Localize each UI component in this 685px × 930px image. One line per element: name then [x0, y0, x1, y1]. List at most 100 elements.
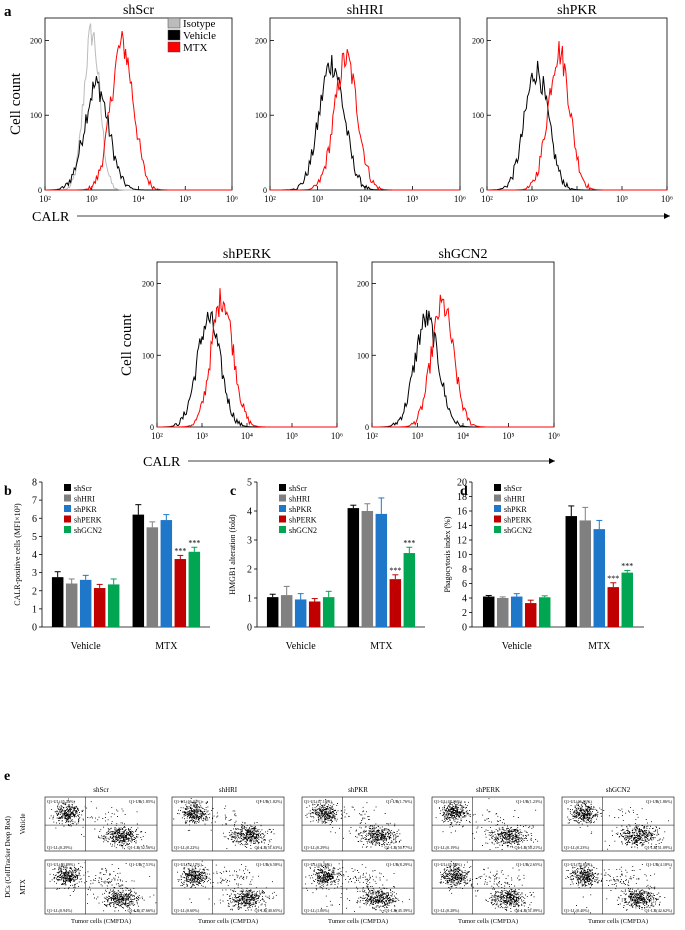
y-axis-label-cell-count: Cell count — [8, 72, 24, 135]
legend-label-mtx: MTX — [183, 42, 208, 54]
bar-chart-y-label: HMGB1 alteration (fold) — [228, 514, 237, 595]
bar-chart-y-tick-label: 5 — [32, 532, 37, 543]
bar-chart-y-label: Phagocytosis index (%) — [443, 516, 452, 592]
quadrant-lr-label: Q1-LR(45.39%) — [384, 908, 412, 913]
bar-chart-y-tick-label: 8 — [32, 478, 37, 489]
histogram-x-tick-label: 10³ — [86, 194, 98, 204]
histogram-x-tick-label: 10⁶ — [226, 194, 238, 204]
bar-shscr-vehicle — [482, 596, 495, 627]
histogram-title: shGCN2 — [438, 247, 487, 262]
bar-legend-swatch-shpkr — [494, 505, 501, 512]
bar-shscr-mtx — [347, 508, 360, 627]
quadrant-ul-label: Q1-UL(43.26%) — [304, 862, 332, 867]
bar-chart-y-tick-label: 6 — [32, 514, 37, 525]
histogram-y-tick-label: 0 — [480, 186, 484, 195]
calr-arrow-head — [664, 213, 670, 219]
legend-swatch-vehicle — [167, 29, 181, 41]
histogram-x-tick-label: 10² — [264, 194, 276, 204]
dot-plot-events — [435, 798, 539, 851]
histogram-x-tick-label: 10² — [481, 194, 493, 204]
quadrant-ul-label: Q1-UL(52.17%) — [174, 862, 202, 867]
bar-legend-label-shgcn2: shGCN2 — [504, 526, 532, 535]
quadrant-lr-label: Q1-LR(47.66%) — [127, 908, 155, 913]
bar-chart-y-tick-label: 18 — [457, 492, 467, 503]
histogram-frame — [156, 261, 338, 428]
dot-plot-frame — [301, 796, 415, 852]
histogram-title: shPERK — [223, 247, 271, 262]
bar-legend-label-shhri: shHRI — [504, 495, 525, 504]
bar-shgcn2-vehicle — [322, 597, 335, 627]
quadrant-ll-label: Q1-LL(0.22%) — [174, 845, 200, 850]
histogram-x-tick-label: 10⁴ — [457, 431, 469, 441]
panel-label-e: e — [4, 769, 10, 784]
dot-plot-x-label: Tumor cells (CMFDA) — [328, 918, 388, 925]
bar-chart-y-tick-label: 8 — [462, 565, 467, 576]
bar-shgcn2-mtx — [188, 551, 201, 627]
histogram-title: shPKR — [557, 3, 597, 18]
dot-plot-column-title: shHRI — [219, 786, 238, 794]
x-axis-label-calr: CALR — [32, 210, 70, 225]
bar-legend-swatch-shperk — [279, 515, 286, 523]
quadrant-ul-label: Q1-UL(46.34%) — [174, 799, 202, 804]
vehicle-histogram-line — [45, 76, 232, 191]
quadrant-ur-label: Q1-UR(6.58%) — [256, 862, 283, 867]
bar-chart-y-tick-label: 1 — [247, 594, 252, 605]
dot-plot-events — [49, 862, 157, 914]
histogram-frame — [371, 261, 555, 428]
histogram-y-tick-label: 0 — [150, 423, 154, 432]
bar-shgcn2-vehicle — [107, 584, 120, 627]
histogram-x-tick-label: 10⁶ — [331, 431, 343, 441]
bar-legend-label-shscr: shScr — [504, 484, 522, 493]
quadrant-ll-label: Q1-LL(0.19%) — [434, 845, 460, 850]
dot-plot-events — [305, 799, 404, 850]
bar-legend-swatch-shpkr — [279, 505, 286, 512]
dot-plot-column-title: shGCN2 — [606, 786, 631, 794]
dot-plot-events — [439, 861, 535, 913]
histogram-x-tick-label: 10⁵ — [616, 194, 628, 204]
quadrant-ul-label: Q1-UL(48.36%) — [434, 799, 462, 804]
histogram-y-tick-label: 100 — [142, 351, 154, 360]
quadrant-ur-label: Q1-UR(7.51%) — [129, 862, 156, 867]
dot-plot-events — [305, 861, 410, 913]
dot-plot-shscr-vehicle — [44, 796, 158, 852]
bar-chart-y-tick-label: 6 — [462, 579, 467, 590]
quadrant-ur-label: Q1-UR(1.23%) — [516, 799, 543, 804]
histogram-x-tick-label: 10² — [39, 194, 51, 204]
bar-chart-y-tick-label: 3 — [32, 568, 37, 579]
dot-plot-shgcn2-vehicle — [561, 796, 675, 852]
bar-chart-y-tick-label: 14 — [457, 521, 467, 532]
bar-chart-y-tick-label: 1 — [32, 604, 37, 615]
bar-legend-label-shgcn2: shGCN2 — [289, 526, 317, 535]
histogram-x-tick-label: 10³ — [312, 194, 324, 204]
bar-chart-y-tick-label: 5 — [247, 478, 252, 489]
quadrant-ll-label: Q1-LL(0.29%) — [47, 845, 73, 850]
quadrant-ll-label: Q1-LL(0.28%) — [434, 908, 460, 913]
dot-plot-column-title: shPKR — [348, 786, 368, 794]
bar-shperk-vehicle — [524, 603, 537, 627]
histogram-x-tick-label: 10⁴ — [359, 194, 371, 204]
significance-marker: *** — [188, 538, 200, 547]
bar-legend-label-shperk: shPERK — [74, 516, 102, 525]
histogram-x-tick-label: 10³ — [412, 431, 424, 441]
bar-shgcn2-mtx — [621, 572, 634, 627]
bar-shgcn2-vehicle — [538, 597, 551, 627]
bar-shpkr-vehicle — [294, 599, 307, 627]
dot-plot-x-label: Tumor cells (CMFDA) — [71, 918, 131, 925]
histogram-y-tick-label: 100 — [357, 351, 369, 360]
dot-plot-frame — [171, 859, 285, 915]
legend-swatch-mtx — [167, 41, 181, 53]
dot-plot-frame — [44, 796, 158, 852]
bar-legend-swatch-shgcn2 — [279, 526, 286, 533]
bar-shgcn2-mtx — [403, 553, 416, 627]
bar-legend-label-shscr: shScr — [74, 484, 92, 493]
quadrant-lr-label: Q1-LR(50.77%) — [384, 845, 412, 850]
histogram-title: shScr — [123, 3, 154, 18]
panel-label-c: c — [230, 484, 236, 499]
quadrant-ul-label: Q1-UL(43.89%) — [47, 862, 75, 867]
dot-plot-shperk-vehicle — [431, 796, 545, 852]
legend-label-isotype: Isotype — [183, 18, 216, 30]
legend-swatch-isotype — [167, 17, 181, 29]
bar-chart-y-tick-label: 4 — [247, 507, 252, 518]
bar-shscr-mtx — [132, 514, 145, 627]
bar-legend-swatch-shgcn2 — [494, 526, 501, 533]
